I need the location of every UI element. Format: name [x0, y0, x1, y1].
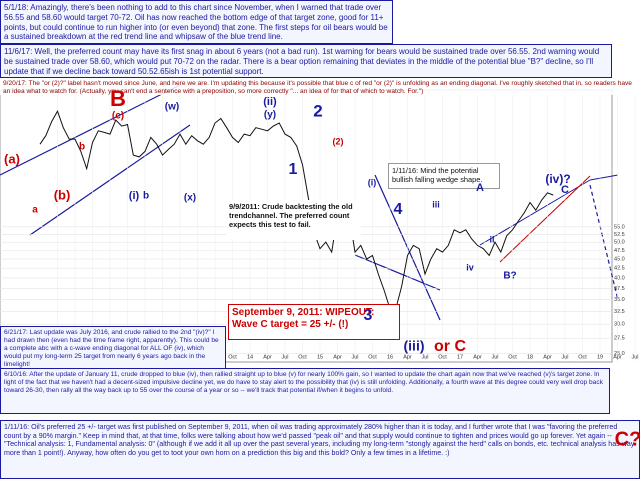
wave-label: B: [110, 86, 126, 111]
x-tick-label: Apr: [333, 354, 342, 360]
wave-label: 3: [364, 307, 373, 324]
wave-label: b: [79, 142, 85, 153]
wave-label: 1: [289, 161, 298, 178]
wave-label: 4: [394, 201, 403, 218]
x-tick-label: Jul: [561, 354, 568, 360]
y-tick-label: 27.5: [614, 336, 625, 342]
wave-label: (2): [333, 136, 344, 146]
y-tick-label: 47.5: [614, 248, 625, 254]
wave-label: iii: [432, 199, 440, 209]
y-tick-label: 25.0: [614, 351, 625, 357]
note: 6/21/17: Last update was July 2016, and …: [0, 326, 226, 369]
note: 5/1/18: Amazingly, there's been nothing …: [0, 0, 393, 44]
wave-label: A: [476, 182, 484, 194]
note: 1/11/16: Mind the potential bullish fall…: [388, 163, 500, 189]
y-tick-label: 55.0: [614, 224, 625, 230]
y-tick-label: 45.0: [614, 257, 625, 263]
wave-label: b: [143, 191, 149, 202]
x-tick-label: Apr: [543, 354, 552, 360]
x-tick-label: Apr: [613, 354, 622, 360]
note: 6/10/16: After the update of January 11,…: [0, 368, 610, 414]
wave-label: C?: [615, 428, 640, 450]
wave-label: or C: [434, 338, 466, 355]
wave-label: ii: [489, 234, 494, 244]
x-tick-label: Jul: [351, 354, 358, 360]
x-tick-label: Apr: [473, 354, 482, 360]
y-tick-label: 30.0: [614, 322, 625, 328]
wave-label: (c): [112, 111, 124, 122]
x-tick-label: Apr: [263, 354, 272, 360]
y-tick-label: 52.5: [614, 232, 625, 238]
x-tick-label: Oct: [438, 354, 447, 360]
x-tick-label: 19: [597, 354, 603, 360]
wave-label: iv: [466, 262, 474, 272]
wave-label: (y): [264, 110, 276, 121]
wave-label: (i): [129, 190, 140, 202]
note: 9/20/17: The "or (2)?" label hasn't move…: [0, 78, 640, 95]
trend-line: [589, 174, 619, 181]
x-tick-label: Jul: [421, 354, 428, 360]
x-tick-label: 14: [247, 354, 253, 360]
y-tick-label: 40.0: [614, 275, 625, 281]
x-tick-label: Jul: [491, 354, 498, 360]
x-tick-label: 17: [457, 354, 463, 360]
note: September 9, 2011: WIPEOUT: Wave C targe…: [228, 304, 400, 340]
wave-label: (i): [368, 177, 377, 187]
x-tick-label: 16: [387, 354, 393, 360]
note: 1/11/16: Oil's preferred 25 +/- target w…: [0, 420, 640, 479]
wave-label: a: [32, 205, 38, 216]
wave-label: (x): [184, 193, 196, 204]
y-tick-label: 32.5: [614, 309, 625, 315]
wave-label: (ii): [263, 96, 277, 108]
wave-label: 2: [313, 101, 322, 120]
price-line: [39, 109, 554, 310]
wave-label: (iii): [404, 338, 425, 354]
wave-label: B?: [503, 271, 516, 282]
x-tick-label: Jul: [281, 354, 288, 360]
wave-label: (a): [4, 151, 20, 166]
y-tick-label: 37.5: [614, 286, 625, 292]
x-tick-label: Apr: [403, 354, 412, 360]
wave-label: (iv)?: [545, 172, 570, 186]
x-tick-label: Jul: [631, 354, 638, 360]
x-tick-label: Oct: [508, 354, 517, 360]
x-tick-label: Oct: [298, 354, 307, 360]
note: 11/6/17: Well, the preferred count may h…: [0, 44, 612, 78]
x-tick-label: Oct: [578, 354, 587, 360]
note: 9/9/2011: Crude backtesting the old tren…: [226, 200, 361, 240]
wave-label: C: [561, 184, 569, 196]
wave-label: (b): [54, 187, 71, 202]
x-tick-label: 15: [317, 354, 323, 360]
y-tick-label: 42.5: [614, 266, 625, 272]
trend-line: [499, 175, 591, 263]
x-tick-label: 18: [527, 354, 533, 360]
y-tick-label: 35.0: [614, 297, 625, 303]
x-tick-label: Oct: [368, 354, 377, 360]
projection-line: [589, 184, 619, 301]
y-tick-label: 50.0: [614, 240, 625, 246]
wave-label: (w): [165, 102, 179, 113]
channel-line: [0, 84, 181, 176]
x-tick-label: Oct: [228, 354, 237, 360]
wedge-line: [354, 254, 441, 291]
